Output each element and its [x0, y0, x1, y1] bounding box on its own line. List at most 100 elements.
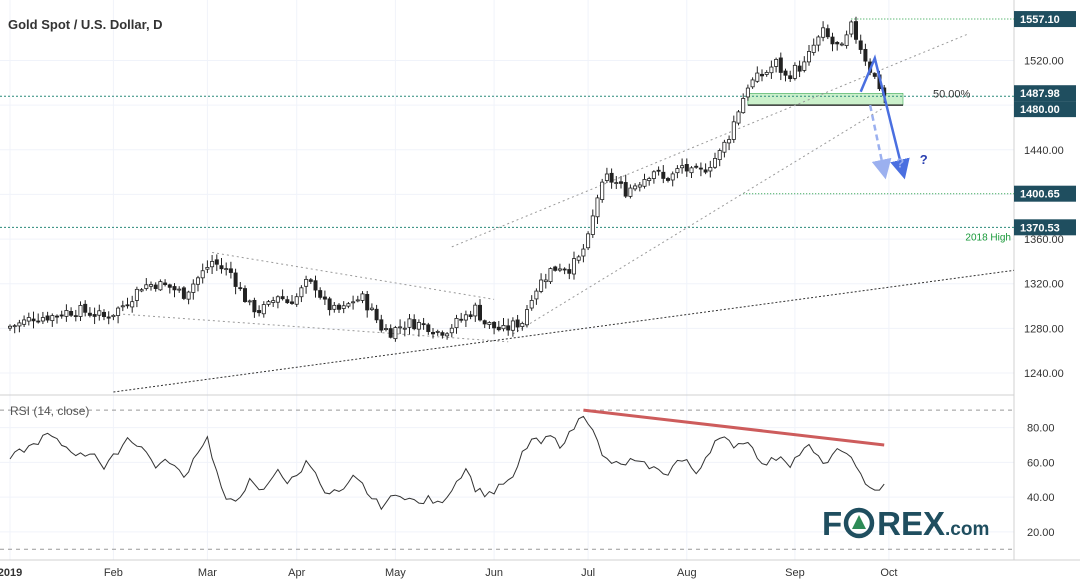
candle: [92, 307, 97, 325]
candle: [421, 317, 426, 330]
candle: [722, 139, 727, 158]
candle-body: [181, 287, 186, 299]
candle: [525, 305, 530, 328]
candle-body: [492, 321, 497, 329]
candle: [576, 254, 581, 264]
candle-body: [525, 309, 530, 326]
candle: [247, 299, 252, 306]
candle: [379, 314, 384, 333]
candle: [647, 176, 652, 186]
candle-body: [684, 164, 689, 172]
candle: [332, 302, 337, 313]
candle: [510, 317, 515, 337]
price-tick-label: 1360.00: [1024, 234, 1064, 246]
candle-body: [407, 318, 412, 328]
candle: [304, 275, 309, 294]
candle: [797, 60, 802, 78]
candle-body: [92, 314, 97, 317]
candle-body: [252, 299, 257, 313]
candle-body: [802, 61, 807, 71]
candle-body: [271, 300, 276, 303]
candle: [346, 302, 351, 309]
candle: [623, 174, 628, 199]
candle: [745, 84, 750, 101]
candle: [252, 297, 257, 318]
candle: [689, 166, 694, 179]
candle: [811, 38, 816, 56]
candle-body: [666, 178, 671, 181]
candle-body: [717, 150, 722, 160]
candle: [299, 285, 304, 303]
question-mark-annotation: ?: [896, 155, 904, 170]
candle: [369, 303, 374, 312]
candle-body: [102, 311, 107, 318]
candle: [548, 267, 553, 284]
candle: [341, 301, 346, 314]
candle: [449, 324, 454, 338]
candle-body: [872, 73, 877, 77]
candle: [872, 72, 877, 79]
price-tag-label: 1557.10: [1020, 14, 1060, 26]
rsi-tick-label: 40.00: [1027, 492, 1055, 504]
candle: [355, 295, 360, 303]
candle: [445, 332, 450, 340]
candle-body: [360, 293, 365, 301]
candle: [595, 194, 600, 225]
candle-body: [713, 158, 718, 168]
candle-body: [191, 283, 196, 293]
candle: [73, 309, 78, 322]
candle-body: [426, 324, 431, 332]
candle: [402, 321, 407, 337]
price-tags: 1557.10 1487.98 1480.00 1400.65 1370.53: [1014, 11, 1076, 236]
candle-body: [327, 298, 332, 311]
rsi-pane: [9, 408, 885, 511]
candle-body: [83, 303, 88, 313]
candle-body: [120, 305, 125, 308]
candle: [383, 324, 388, 332]
candle: [322, 290, 327, 305]
candle: [769, 60, 774, 79]
candle: [731, 115, 736, 143]
candle-body: [219, 265, 224, 270]
candle-body: [863, 48, 868, 62]
candle: [760, 69, 765, 82]
candle-body: [482, 320, 487, 325]
time-tick-label: Apr: [288, 567, 305, 579]
candle: [825, 24, 830, 40]
candle-body: [134, 288, 139, 301]
candle-body: [195, 277, 200, 285]
candle: [167, 283, 172, 294]
rsi-divergence-trendline: [583, 408, 885, 447]
candle: [534, 288, 539, 305]
candle-body: [745, 87, 750, 98]
candle-body: [572, 258, 577, 275]
candle: [210, 255, 215, 275]
support-zone: [747, 93, 904, 106]
candle: [228, 261, 233, 279]
candle: [26, 312, 31, 326]
candle: [543, 273, 548, 289]
candle: [130, 295, 135, 313]
candle: [87, 307, 92, 318]
logo-o-icon: [843, 507, 875, 539]
candle-body: [839, 43, 844, 46]
candle: [614, 176, 619, 190]
candle: [374, 304, 379, 324]
candle: [844, 30, 849, 49]
candle: [261, 301, 266, 318]
candle-body: [125, 304, 130, 307]
question-mark-annotation: ?: [920, 152, 928, 167]
logo-letter-f: F: [822, 505, 842, 542]
fib-label: 50.00%: [933, 89, 971, 101]
time-tick-label: Jun: [485, 567, 503, 579]
candle: [459, 312, 464, 323]
candle-body: [698, 167, 703, 170]
candle-body: [365, 293, 370, 311]
candle-body: [854, 21, 859, 40]
candle: [308, 278, 313, 284]
rsi-tick-label: 80.00: [1027, 423, 1055, 435]
candle: [31, 311, 36, 329]
candle-body: [242, 288, 247, 302]
candle-body: [233, 272, 238, 287]
candle-body: [849, 21, 854, 35]
